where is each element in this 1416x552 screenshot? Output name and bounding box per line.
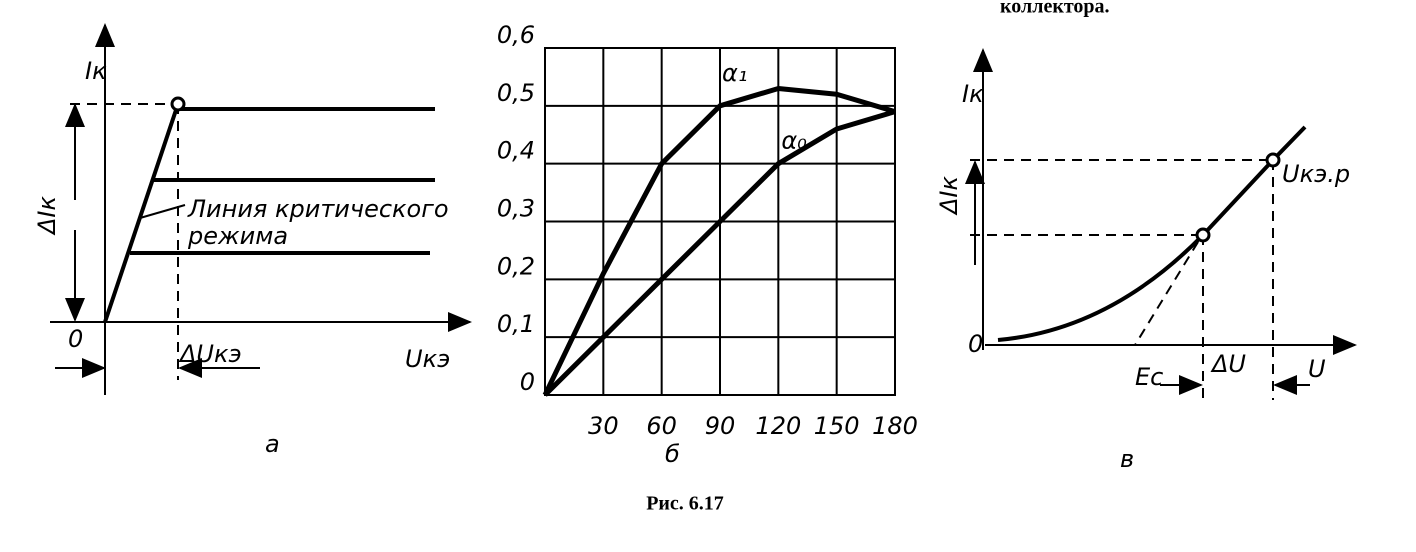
leader (139, 204, 186, 219)
point-label: Uкэ.р (1282, 160, 1350, 188)
panel-a: Iк ΔIк 0 ΔUкэ Uкэ Линия критического реж… (33, 23, 472, 458)
x-tick-label: 120 (755, 412, 801, 440)
legend-label: α₁ (722, 59, 747, 87)
y-tick-label: 0,2 (497, 252, 535, 280)
note: режима (187, 222, 288, 250)
y-label: Iк (85, 57, 107, 85)
origin: 0 (68, 325, 83, 353)
y-label: Iк (962, 80, 984, 108)
ec-label: Eс (1135, 363, 1163, 391)
origin: 0 (968, 330, 983, 358)
caption: Рис. 6.17 (646, 493, 724, 515)
delta-label: ΔIк (935, 176, 963, 216)
y-tick-label: 0,1 (497, 310, 535, 338)
curve (997, 125, 1307, 342)
delta-label: ΔU (1210, 350, 1246, 378)
x-tick-label: 60 (646, 412, 677, 440)
y-tick-label: 0 (520, 368, 535, 396)
header-fragment: коллектора. (1000, 0, 1110, 18)
point (1265, 152, 1281, 168)
legend-label: α₀ (781, 127, 807, 155)
x-label: U (1308, 355, 1326, 383)
tangent (1134, 241, 1199, 346)
y-tick-label: 0,6 (497, 21, 535, 49)
series-line (542, 85, 896, 397)
panel-letter: б (665, 440, 680, 468)
delta-label: ΔIк (33, 196, 61, 236)
panel-letter: в (1120, 445, 1134, 473)
critical-line (103, 103, 180, 323)
y-tick-label: 0,5 (497, 79, 535, 107)
x-tick-label: 30 (588, 412, 619, 440)
panel-b: б 0 0,1 0,2 0,3 0,4 0,5 0,6 30 60 90 120 150 180 α₁ α₀ (497, 21, 918, 468)
y-tick-label: 0,3 (497, 195, 535, 223)
x-tick-label: 180 (872, 412, 918, 440)
y-tick-label: 0,4 (497, 137, 535, 165)
delta-label: ΔUкэ (178, 340, 242, 368)
x-tick-label: 90 (705, 412, 736, 440)
panel-v: Iк ΔIк 0 Uкэ.р Eс ΔU U в (935, 48, 1357, 473)
panel-letter: а (265, 430, 280, 458)
note: Линия критического (187, 195, 449, 223)
x-tick-label: 150 (814, 412, 860, 440)
x-label: Uкэ (405, 345, 450, 373)
point (170, 96, 186, 112)
point (1195, 227, 1211, 243)
series-line (543, 109, 896, 397)
